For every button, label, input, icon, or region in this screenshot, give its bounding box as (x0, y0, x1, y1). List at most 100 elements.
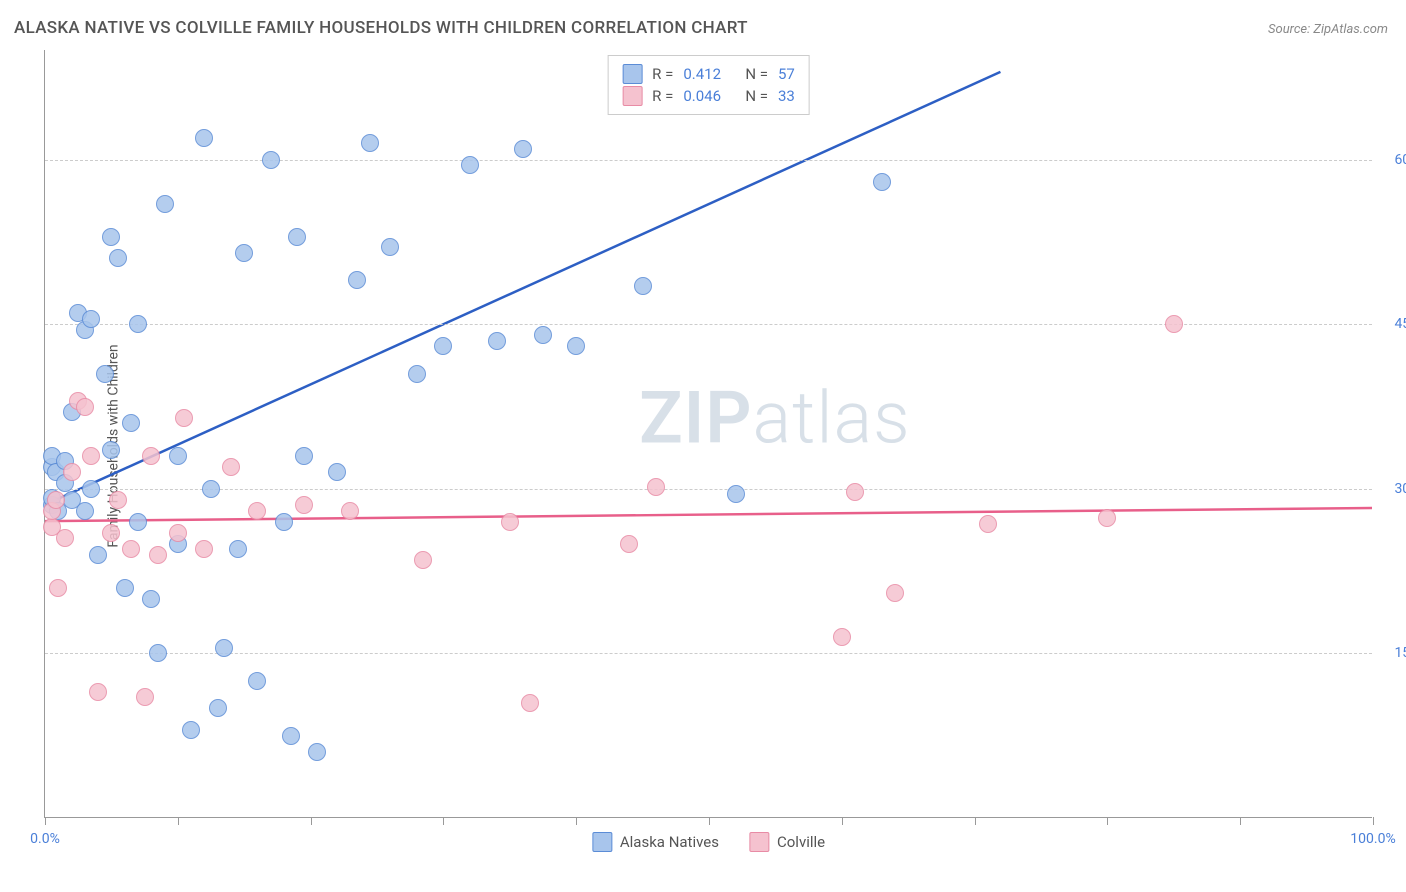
data-point (434, 337, 452, 355)
legend-swatch (592, 832, 612, 852)
data-point (89, 683, 107, 701)
data-point (288, 228, 306, 246)
data-point (96, 365, 114, 383)
data-point (488, 332, 506, 350)
data-point (348, 271, 366, 289)
gridline-h (45, 489, 1372, 490)
legend-series-name: Alaska Natives (620, 833, 719, 851)
x-tick (1240, 817, 1241, 825)
legend-r-label: R = (652, 65, 673, 83)
legend-n-label: N = (745, 87, 768, 105)
data-point (1165, 315, 1183, 333)
legend-item: Alaska Natives (592, 832, 719, 852)
data-point (169, 447, 187, 465)
data-point (202, 480, 220, 498)
data-point (620, 535, 638, 553)
legend-swatch (622, 86, 642, 106)
data-point (142, 590, 160, 608)
x-tick (1373, 817, 1374, 825)
data-point (129, 315, 147, 333)
legend-swatch (749, 832, 769, 852)
data-point (381, 238, 399, 256)
x-tick (576, 817, 577, 825)
scatter-plot: ZIPatlas R =0.412N =57R =0.046N =33 Alas… (44, 50, 1372, 818)
legend-r-value: 0.046 (683, 87, 735, 105)
data-point (76, 398, 94, 416)
data-point (175, 409, 193, 427)
data-point (262, 151, 280, 169)
data-point (56, 529, 74, 547)
data-point (521, 694, 539, 712)
x-tick-label: 0.0% (30, 831, 60, 847)
data-point (647, 478, 665, 496)
x-tick (311, 817, 312, 825)
data-point (49, 579, 67, 597)
data-point (116, 579, 134, 597)
data-point (102, 441, 120, 459)
y-tick-label: 30.0% (1377, 481, 1406, 497)
data-point (248, 672, 266, 690)
legend-row: R =0.412N =57 (622, 64, 795, 84)
data-point (222, 458, 240, 476)
legend-n-value: 33 (778, 87, 795, 105)
trend-line (45, 72, 1000, 505)
legend-series-name: Colville (777, 833, 825, 851)
data-point (149, 644, 167, 662)
x-tick (1107, 817, 1108, 825)
data-point (846, 483, 864, 501)
data-point (341, 502, 359, 520)
chart-title: ALASKA NATIVE VS COLVILLE FAMILY HOUSEHO… (14, 18, 748, 38)
data-point (408, 365, 426, 383)
data-point (567, 337, 585, 355)
x-tick (709, 817, 710, 825)
legend-r-label: R = (652, 87, 673, 105)
data-point (248, 502, 266, 520)
y-tick-label: 15.0% (1377, 645, 1406, 661)
data-point (229, 540, 247, 558)
data-point (82, 310, 100, 328)
data-point (122, 540, 140, 558)
data-point (235, 244, 253, 262)
data-point (195, 129, 213, 147)
x-tick (443, 817, 444, 825)
data-point (634, 277, 652, 295)
data-point (361, 134, 379, 152)
data-point (275, 513, 293, 531)
correlation-legend: R =0.412N =57R =0.046N =33 (607, 55, 810, 115)
data-point (1098, 509, 1116, 527)
data-point (142, 447, 160, 465)
data-point (215, 639, 233, 657)
legend-n-label: N = (745, 65, 768, 83)
data-point (727, 485, 745, 503)
legend-item: Colville (749, 832, 825, 852)
data-point (295, 447, 313, 465)
watermark: ZIPatlas (639, 376, 911, 461)
data-point (295, 496, 313, 514)
data-point (82, 480, 100, 498)
data-point (182, 721, 200, 739)
trend-line (45, 508, 1372, 521)
series-legend: Alaska Natives Colville (592, 832, 825, 852)
data-point (47, 491, 65, 509)
data-point (89, 546, 107, 564)
x-tick-label: 100.0% (1350, 831, 1395, 847)
data-point (979, 515, 997, 533)
source-label: Source: ZipAtlas.com (1268, 22, 1388, 37)
data-point (209, 699, 227, 717)
legend-swatch (622, 64, 642, 84)
data-point (534, 326, 552, 344)
data-point (514, 140, 532, 158)
data-point (501, 513, 519, 531)
data-point (109, 491, 127, 509)
data-point (873, 173, 891, 191)
y-tick-label: 45.0% (1377, 316, 1406, 332)
x-tick (178, 817, 179, 825)
data-point (102, 524, 120, 542)
legend-n-value: 57 (778, 65, 795, 83)
data-point (328, 463, 346, 481)
data-point (156, 195, 174, 213)
gridline-h (45, 160, 1372, 161)
x-tick (45, 817, 46, 825)
data-point (82, 447, 100, 465)
data-point (414, 551, 432, 569)
